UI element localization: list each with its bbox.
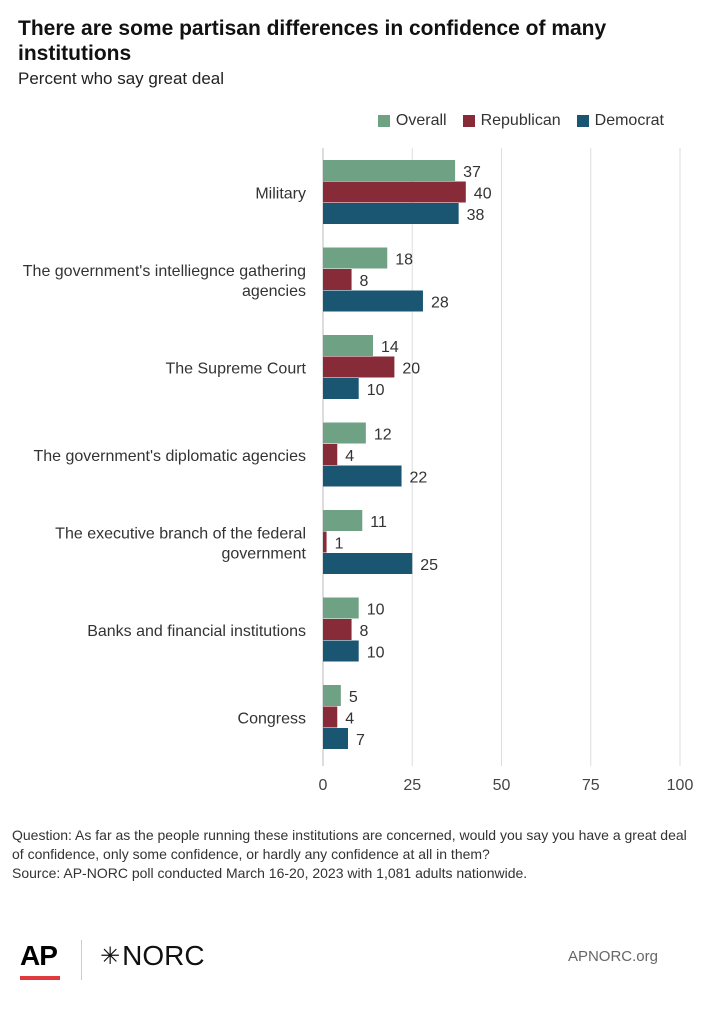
bar-democrat bbox=[323, 465, 402, 487]
norc-logo-text: NORC bbox=[122, 940, 205, 971]
footnote: Question: As far as the people running t… bbox=[12, 826, 692, 883]
data-label: 37 bbox=[463, 164, 481, 181]
chart-subtitle: Percent who say great deal bbox=[18, 69, 225, 88]
legend: Overall Republican Democrat bbox=[377, 112, 664, 130]
chart-title: There are some partisan differences in c… bbox=[18, 17, 607, 65]
legend-swatch-republican bbox=[462, 115, 475, 127]
category-label: The government's intelliegnce gathering bbox=[23, 263, 306, 280]
x-tick-label: 50 bbox=[493, 777, 511, 794]
x-tick-label: 75 bbox=[582, 777, 600, 794]
x-tick-label: 0 bbox=[319, 777, 328, 794]
data-label: 4 bbox=[345, 448, 354, 465]
x-tick-label: 100 bbox=[667, 777, 694, 794]
bar-democrat bbox=[323, 203, 459, 224]
data-label: 4 bbox=[345, 710, 354, 727]
category-label: The executive branch of the federal bbox=[55, 525, 306, 542]
category-label: Banks and financial institutions bbox=[87, 623, 306, 640]
legend-label-republican: Republican bbox=[480, 112, 561, 129]
footer-divider bbox=[81, 940, 82, 980]
bar-democrat bbox=[323, 728, 348, 749]
data-label: 10 bbox=[367, 601, 385, 618]
bar-overall bbox=[323, 247, 388, 269]
category-label: The Supreme Court bbox=[165, 360, 306, 377]
category-label: Congress bbox=[238, 710, 306, 727]
data-label: 7 bbox=[356, 732, 365, 749]
legend-item-democrat: Democrat bbox=[576, 112, 664, 130]
data-label: 18 bbox=[395, 251, 413, 268]
legend-label-democrat: Democrat bbox=[594, 112, 664, 129]
bar-overall bbox=[323, 160, 456, 181]
bar-overall bbox=[323, 597, 359, 619]
bar-overall bbox=[323, 510, 363, 531]
data-label: 14 bbox=[381, 339, 399, 356]
data-label: 12 bbox=[374, 426, 392, 443]
data-label: 11 bbox=[370, 514, 387, 531]
data-label: 8 bbox=[360, 273, 369, 290]
data-label: 8 bbox=[360, 623, 369, 640]
data-label: 28 bbox=[431, 294, 449, 311]
bar-republican bbox=[323, 181, 466, 203]
footer: AP ✳ NORC APNORC.org bbox=[0, 930, 704, 990]
category-label: Military bbox=[255, 185, 306, 202]
data-label: 5 bbox=[349, 689, 358, 706]
ap-logo-underline bbox=[20, 976, 60, 980]
data-label: 1 bbox=[335, 535, 344, 552]
bar-republican bbox=[323, 444, 338, 465]
data-label: 38 bbox=[467, 207, 485, 224]
data-label: 25 bbox=[420, 557, 438, 574]
category-label: government bbox=[222, 545, 307, 562]
legend-item-overall: Overall bbox=[377, 112, 447, 130]
legend-label-overall: Overall bbox=[395, 112, 447, 129]
site-link[interactable]: APNORC.org bbox=[567, 948, 658, 965]
x-tick-label: 25 bbox=[403, 777, 421, 794]
bar-republican bbox=[323, 269, 352, 290]
norc-star-icon: ✳ bbox=[100, 942, 121, 970]
data-label: 10 bbox=[367, 382, 385, 399]
bar-overall bbox=[323, 685, 341, 706]
data-label: 20 bbox=[402, 360, 420, 377]
bar-overall bbox=[323, 335, 373, 356]
bar-democrat bbox=[323, 640, 359, 662]
bar-republican bbox=[323, 619, 352, 640]
bar-democrat bbox=[323, 290, 423, 312]
bar-overall bbox=[323, 422, 366, 444]
footnote-source: Source: AP-NORC poll conducted March 16-… bbox=[12, 865, 528, 881]
footnote-question: Question: As far as the people running t… bbox=[12, 827, 687, 862]
bar-democrat bbox=[323, 378, 359, 399]
legend-swatch-democrat bbox=[576, 115, 589, 127]
bar-democrat bbox=[323, 553, 413, 574]
bar-republican bbox=[323, 356, 395, 378]
legend-swatch-overall bbox=[377, 115, 390, 127]
ap-logo: AP bbox=[20, 940, 58, 971]
data-label: 40 bbox=[474, 185, 492, 202]
bar-republican bbox=[323, 531, 327, 553]
legend-item-republican: Republican bbox=[462, 112, 561, 130]
category-label: The government's diplomatic agencies bbox=[33, 448, 306, 465]
norc-logo: ✳ NORC bbox=[100, 940, 205, 972]
data-label: 22 bbox=[410, 469, 428, 486]
bar-republican bbox=[323, 706, 338, 728]
data-label: 10 bbox=[367, 644, 385, 661]
category-label: agencies bbox=[242, 283, 306, 300]
